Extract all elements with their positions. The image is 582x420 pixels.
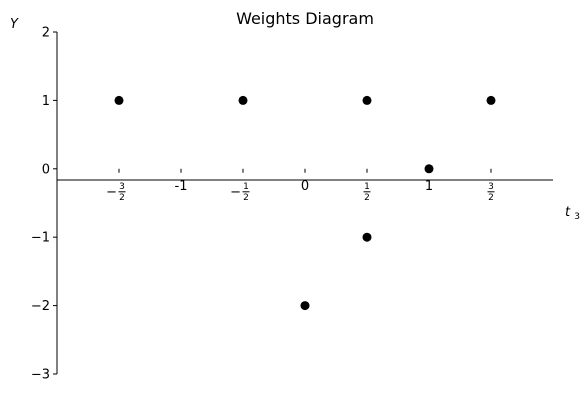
y-axis-label: Y — [10, 17, 19, 32]
x-tick-fraction-4: 12 — [363, 182, 371, 203]
x-tick-label-1: -1 — [175, 179, 188, 194]
y-tick-label-4: −2 — [31, 299, 50, 314]
y-axis-ticks: 2 1 0 −1 −2 −3 — [31, 26, 57, 383]
data-point-1 — [238, 95, 248, 105]
data-point-2 — [362, 95, 372, 105]
y-tick-label-0: 2 — [42, 26, 50, 41]
y-tick-label-1: 1 — [42, 94, 50, 109]
x-tick-fraction-0: −32 — [106, 182, 126, 203]
data-point-5 — [362, 232, 372, 242]
x-axis-ticks: −32-1−120 121 32 — [106, 168, 495, 203]
data-point-0 — [114, 95, 124, 105]
chart-title: Weights Diagram — [236, 9, 374, 28]
x-tick-label-5: 1 — [425, 179, 433, 194]
y-tick-label-2: 0 — [42, 162, 50, 177]
data-point-3 — [486, 95, 496, 105]
x-tick-numerator-6: 3 — [488, 182, 494, 192]
x-tick-denominator-0: 2 — [119, 193, 125, 203]
y-tick-label-5: −3 — [31, 368, 50, 383]
data-points — [114, 95, 496, 311]
x-tick-denominator-6: 2 — [488, 193, 494, 203]
x-tick-denominator-4: 2 — [364, 193, 370, 203]
data-point-6 — [300, 301, 310, 311]
x-tick-sign-0: − — [106, 185, 117, 200]
x-tick-sign-2: − — [230, 185, 241, 200]
y-tick-label-3: −1 — [31, 231, 50, 246]
x-tick-numerator-4: 1 — [364, 182, 370, 192]
x-tick-numerator-0: 3 — [119, 182, 125, 192]
x-axis-label-main: t — [565, 205, 571, 220]
x-tick-fraction-6: 32 — [487, 182, 495, 203]
x-tick-numerator-2: 1 — [243, 182, 249, 192]
x-tick-fraction-2: −12 — [230, 182, 250, 203]
x-tick-denominator-2: 2 — [243, 193, 249, 203]
data-point-4 — [424, 164, 434, 174]
x-tick-label-3: 0 — [301, 179, 309, 194]
x-axis-label-subscript: 3 — [574, 212, 580, 222]
x-axis-label: t 3 — [565, 205, 580, 222]
